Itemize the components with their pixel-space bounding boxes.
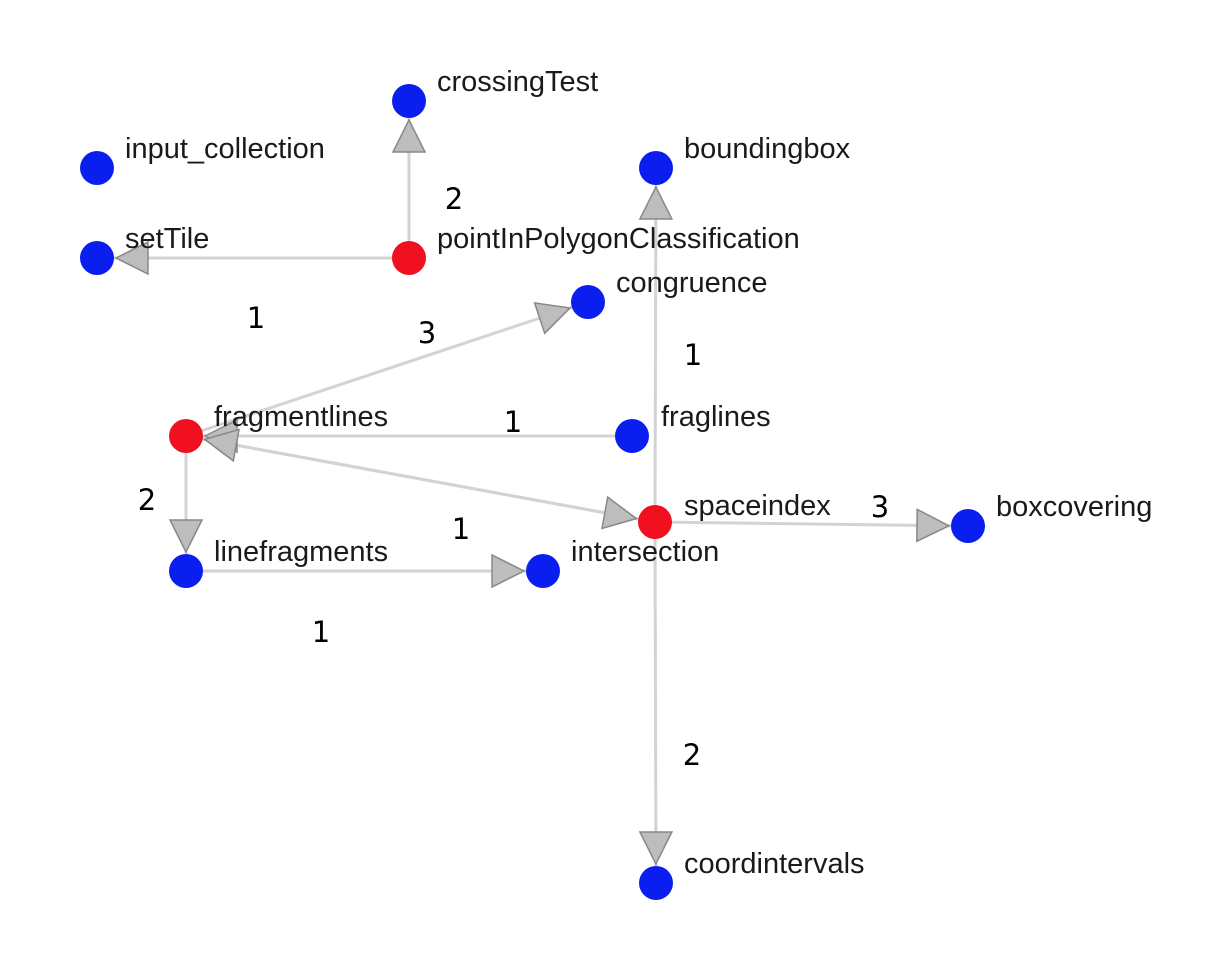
node-label-input_collection: input_collection [125, 133, 325, 165]
edge-weight-label: 1 [452, 512, 470, 546]
edge-spaceindex-to-boundingbox [653, 167, 658, 523]
arrowhead-fragmentlines-to-spaceindex [601, 495, 638, 530]
arrowhead-spaceindex-to-boundingbox [638, 185, 674, 220]
edges-layer [97, 101, 969, 884]
edge-weight-label: 1 [312, 615, 330, 649]
node-intersection[interactable] [526, 554, 560, 588]
node-label-crossingTest: crossingTest [437, 66, 598, 98]
nodes-layer [80, 84, 985, 900]
arrowhead-spaceindex-to-coordintervals [638, 831, 674, 866]
edge-weight-label: 1 [684, 338, 702, 372]
arrowhead-spaceindex-to-fragmentlines [203, 428, 240, 463]
edge-weight-label: 2 [445, 182, 463, 216]
node-setTile[interactable] [80, 241, 114, 275]
node-fragmentlines[interactable] [169, 419, 203, 453]
node-boundingbox[interactable] [639, 151, 673, 185]
node-label-spaceindex: spaceindex [684, 490, 831, 522]
node-fraglines[interactable] [615, 419, 649, 453]
edge-spaceindex-to-boxcovering [654, 520, 969, 528]
edge-weight-label: 1 [247, 301, 265, 335]
edge-spaceindex-to-coordintervals [653, 521, 658, 884]
node-label-coordintervals: coordintervals [684, 848, 865, 880]
node-pointInPolygonClassification[interactable] [392, 241, 426, 275]
node-spaceindex[interactable] [638, 505, 672, 539]
node-congruence[interactable] [571, 285, 605, 319]
node-label-setTile: setTile [125, 223, 209, 255]
node-label-fraglines: fraglines [661, 401, 771, 433]
node-label-boxcovering: boxcovering [996, 491, 1152, 523]
edge-weight-label: 3 [871, 490, 889, 524]
edge-weight-label: 2 [683, 738, 701, 772]
node-label-pointInPolygonClassification: pointInPolygonClassification [437, 223, 800, 255]
node-coordintervals[interactable] [639, 866, 673, 900]
arrowheads-layer [114, 118, 951, 866]
arrowhead-pointInPolygonClassification-to-crossingTest [391, 118, 427, 153]
node-label-linefragments: linefragments [214, 536, 388, 568]
arrowhead-fragmentlines-to-linefragments [168, 519, 204, 554]
arrowhead-spaceindex-to-boxcovering [916, 508, 951, 543]
edge-weight-label: 2 [138, 483, 156, 517]
node-label-congruence: congruence [616, 267, 768, 299]
edge-fragmentlines-to-congruence [185, 300, 589, 438]
node-input_collection[interactable] [80, 151, 114, 185]
edge-fragmentlines-to-spaceindex [185, 434, 656, 524]
edge-weight-label: 3 [418, 316, 436, 350]
node-label-fragmentlines: fragmentlines [214, 401, 388, 433]
node-linefragments[interactable] [169, 554, 203, 588]
node-label-boundingbox: boundingbox [684, 133, 851, 165]
arrowhead-fragmentlines-to-congruence [533, 301, 572, 335]
arrowhead-linefragments-to-intersection [491, 553, 526, 589]
node-crossingTest[interactable] [392, 84, 426, 118]
arrowhead-pointInPolygonClassification-to-setTile [114, 240, 149, 276]
node-boxcovering[interactable] [951, 509, 985, 543]
edge-weight-label: 1 [504, 405, 522, 439]
node-label-intersection: intersection [571, 536, 719, 568]
